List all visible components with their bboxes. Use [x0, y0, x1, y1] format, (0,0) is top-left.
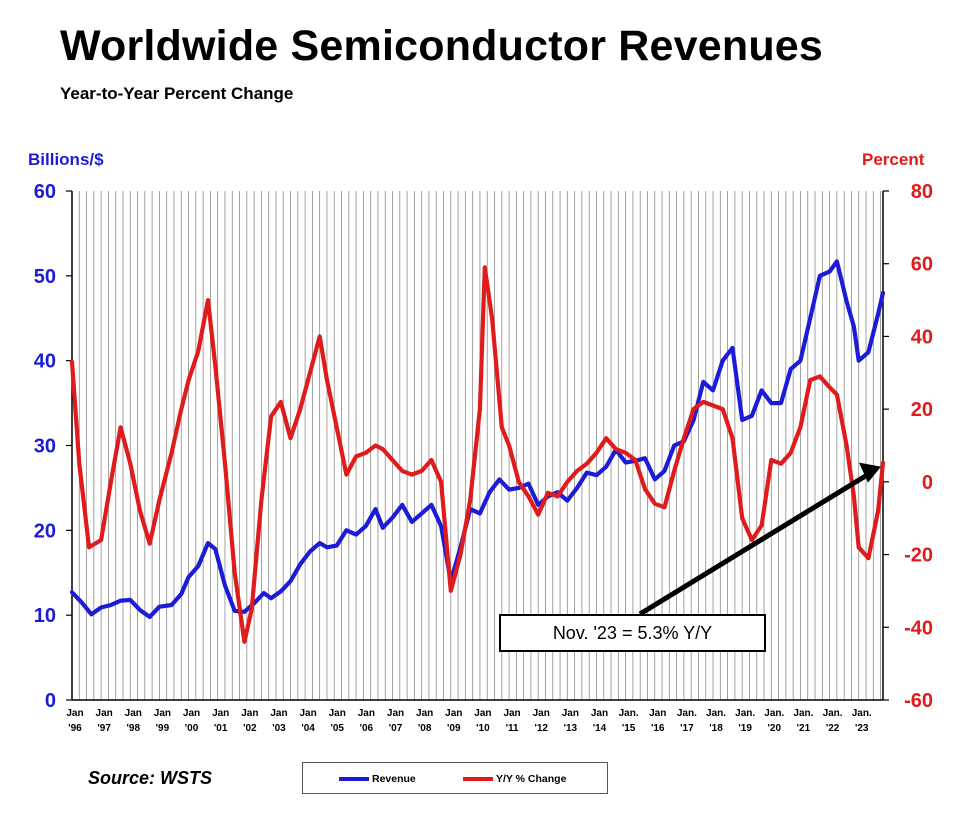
x-tick-month: Jan	[503, 708, 520, 719]
x-tick-month: Jan.	[735, 708, 755, 719]
x-tick-year: '06	[360, 723, 374, 734]
x-tick-month: Jan	[154, 708, 171, 719]
x-tick-month: Jan	[445, 708, 462, 719]
x-tick-month: Jan.	[764, 708, 784, 719]
x-tick-year: '09	[447, 723, 461, 734]
x-tick-month: Jan	[183, 708, 200, 719]
x-tick-month: Jan	[416, 708, 433, 719]
right-tick-label: 0	[922, 472, 933, 494]
left-tick-label: 10	[34, 605, 56, 627]
left-tick-label: 0	[45, 690, 56, 712]
x-tick-year: '23	[855, 723, 869, 734]
x-tick-month: Jan.	[823, 708, 843, 719]
legend-swatch-revenue	[339, 777, 369, 781]
chart-legend: Revenue Y/Y % Change	[302, 762, 608, 794]
x-tick-year: '21	[797, 723, 811, 734]
x-tick-month: Jan	[241, 708, 258, 719]
x-tick-month: Jan.	[852, 708, 872, 719]
revenue-series-line	[69, 259, 886, 619]
x-tick-year: '97	[97, 723, 111, 734]
x-tick-month: Jan	[125, 708, 142, 719]
x-tick-year: '99	[156, 723, 170, 734]
x-tick-year: '11	[506, 723, 519, 734]
x-tick-year: '96	[68, 723, 82, 734]
x-tick-month: Jan	[358, 708, 375, 719]
annotation-arrow-line	[638, 470, 873, 617]
x-tick-month: Jan	[533, 708, 550, 719]
x-tick-year: '05	[330, 723, 344, 734]
right-tick-label: 20	[911, 399, 933, 421]
x-tick-year: '07	[389, 723, 403, 734]
x-tick-month: Jan	[270, 708, 287, 719]
x-tick-month: Jan.	[793, 708, 813, 719]
right-tick-label: 80	[911, 181, 933, 203]
left-tick-label: 60	[34, 181, 56, 203]
x-tick-month: Jan	[649, 708, 666, 719]
x-tick-month: Jan	[299, 708, 316, 719]
yoy-series-line	[69, 265, 886, 644]
x-tick-year: '98	[127, 723, 141, 734]
left-tick-label: 50	[34, 266, 56, 288]
chart-subtitle: Year-to-Year Percent Change	[60, 84, 294, 103]
legend-item-revenue: Revenue	[339, 772, 416, 786]
x-tick-month: Jan	[66, 708, 83, 719]
legend-swatch-yoy	[463, 777, 493, 781]
x-tick-month: Jan.	[677, 708, 697, 719]
x-tick-month: Jan	[387, 708, 404, 719]
x-tick-month: Jan.	[706, 708, 726, 719]
x-tick-year: '12	[534, 723, 548, 734]
x-tick-year: '00	[185, 723, 199, 734]
page-title: Worldwide Semiconductor Revenues	[60, 22, 824, 70]
left-axis-label: Billions/$	[28, 150, 104, 169]
x-tick-month: Jan	[329, 708, 346, 719]
x-tick-year: '14	[593, 723, 607, 734]
annotation-callout: Nov. '23 = 5.3% Y/Y	[499, 614, 766, 652]
x-tick-year: '17	[680, 723, 694, 734]
x-tick-year: '15	[622, 723, 636, 734]
right-tick-label: 40	[911, 326, 933, 348]
x-tick-year: '04	[301, 723, 315, 734]
x-tick-year: '22	[826, 723, 840, 734]
right-axis-label: Percent	[862, 150, 925, 169]
right-tick-label: -60	[904, 690, 933, 712]
x-tick-month: Jan.	[619, 708, 639, 719]
right-tick-label: -20	[904, 545, 933, 567]
right-tick-label: 60	[911, 254, 933, 276]
x-tick-year: '19	[738, 723, 752, 734]
x-tick-year: '20	[768, 723, 782, 734]
x-tick-month: Jan	[96, 708, 113, 719]
right-tick-label: -40	[904, 617, 933, 639]
left-tick-label: 30	[34, 436, 56, 458]
x-tick-month: Jan	[591, 708, 608, 719]
x-tick-year: '03	[272, 723, 286, 734]
legend-label-revenue: Revenue	[372, 773, 416, 785]
x-tick-year: '18	[709, 723, 723, 734]
x-tick-year: '13	[564, 723, 578, 734]
x-tick-month: Jan	[562, 708, 579, 719]
x-tick-year: '02	[243, 723, 257, 734]
legend-label-yoy: Y/Y % Change	[496, 773, 567, 785]
source-note: Source: WSTS	[88, 768, 213, 788]
x-tick-year: '08	[418, 723, 432, 734]
x-tick-month: Jan	[212, 708, 229, 719]
legend-item-yoy: Y/Y % Change	[463, 772, 566, 786]
x-tick-year: '01	[214, 723, 228, 734]
x-tick-month: Jan	[474, 708, 491, 719]
annotation-arrow-head	[859, 462, 881, 483]
x-tick-year: '16	[651, 723, 665, 734]
x-tick-year: '10	[476, 723, 490, 734]
left-tick-label: 20	[34, 520, 56, 542]
left-tick-label: 40	[34, 351, 56, 373]
